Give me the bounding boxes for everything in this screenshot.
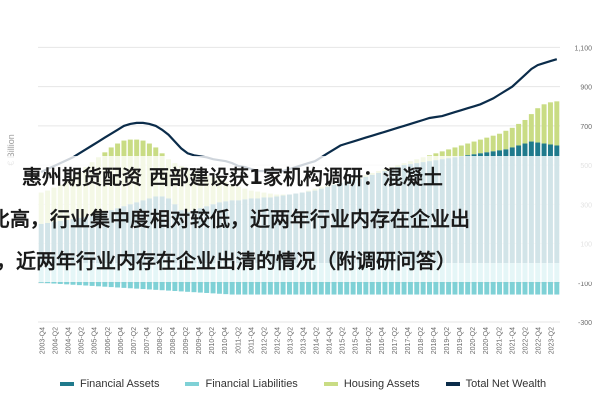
x-tick-label: 2007-Q2 [131,327,138,354]
x-tick-label: 2013-Q2 [287,327,294,354]
bar-housing-assets [528,114,534,142]
headline-line-2: 比高，行业集中度相对较低，近两年行业内存在企业出 [0,198,600,240]
y-tick-label: -100 [578,281,592,288]
x-tick-label: 2012-Q4 [274,327,281,354]
bar-housing-assets [509,127,515,148]
bar-housing-assets [497,133,503,151]
x-tick-label: 2022-Q4 [535,327,542,354]
x-tick-label: 2012-Q2 [261,327,268,354]
bar-housing-assets [446,149,452,159]
legend-item-financial-liabilities: Financial Liabilities [185,378,298,390]
x-tick-label: 2005-Q4 [92,327,99,354]
x-tick-label: 2017-Q4 [405,327,412,354]
x-tick-label: 2021-Q4 [509,327,516,354]
legend-item-financial-assets: Financial Assets [60,378,159,390]
x-tick-label: 2016-Q2 [366,327,373,354]
y-tick-label: -300 [578,320,592,327]
bar-housing-assets [490,135,496,152]
x-tick-label: 2022-Q2 [522,327,529,354]
headline-line-1: 惠州期货配资 西部建设获1家机构调研：混凝土 [0,156,600,198]
x-tick-label: 2016-Q4 [379,327,386,354]
x-tick-label: 2005-Q2 [79,327,86,354]
x-tick-label: 2013-Q4 [301,327,308,354]
x-tick-label: 2017-Q2 [392,327,399,354]
legend-label-total-net-wealth: Total Net Wealth [465,378,547,390]
x-tick-label: 2006-Q4 [118,327,125,354]
x-tick-label: 2011-Q2 [235,327,242,354]
x-tick-label: 2014-Q2 [314,327,321,354]
x-tick-label: 2015-Q4 [353,327,360,354]
legend-swatch-financial-assets [60,382,74,386]
legend-label-financial-liabilities: Financial Liabilities [205,378,298,390]
legend-item-total-net-wealth: Total Net Wealth [445,378,547,390]
x-axis: 2003-Q4 2004-Q2 2004-Q4 2005-Q2 2005-Q4 2006-… [40,327,556,354]
x-tick-label: 2010-Q4 [222,327,229,354]
bar-housing-assets [484,137,490,153]
legend-swatch-financial-liabilities [185,382,200,386]
bar-housing-assets [503,130,509,150]
x-tick-label: 2008-Q4 [170,327,177,354]
bar-housing-assets [458,145,464,157]
bar-housing-assets [535,108,541,143]
x-tick-label: 2008-Q2 [157,327,164,354]
x-tick-label: 2021-Q2 [496,327,503,354]
x-tick-label: 2020-Q4 [483,327,490,354]
x-tick-label: 2004-Q4 [66,327,73,354]
legend-swatch-total-net-wealth [445,382,460,386]
chart-legend: Financial Assets Financial Liabilities H… [60,374,600,394]
x-tick-label: 2009-Q2 [183,327,190,354]
y-tick-label: 900 [580,85,592,92]
x-tick-label: 2018-Q4 [431,327,438,354]
bar-housing-assets [554,101,560,146]
bar-housing-assets [522,119,528,144]
headline-overlay: 惠州期货配资 西部建设获1家机构调研：混凝土 比高，行业集中度相对较低，近两年行… [0,156,600,282]
legend-label-financial-assets: Financial Assets [80,378,160,390]
x-tick-label: 2020-Q2 [470,327,477,354]
legend-swatch-housing-assets [323,382,338,386]
x-tick-label: 2010-Q2 [209,327,216,354]
x-tick-label: 2006-Q2 [105,327,112,354]
bar-housing-assets [547,102,553,145]
x-tick-label: 2015-Q2 [340,327,347,354]
legend-item-housing-assets: Housing Assets [323,378,420,390]
bar-housing-assets [465,143,471,156]
bar-housing-assets [452,147,458,158]
bar-housing-assets [516,123,522,146]
x-tick-label: 2019-Q2 [444,327,451,354]
x-tick-label: 2007-Q4 [144,327,151,354]
x-tick-label: 2011-Q4 [248,327,255,354]
x-tick-label: 2003-Q4 [40,327,47,354]
bar-housing-assets [471,141,477,155]
y-tick-label: 700 [580,124,592,131]
legend-label-housing-assets: Housing Assets [343,378,420,390]
bar-housing-assets [477,139,483,154]
bar-housing-assets [541,104,547,144]
x-tick-label: 2019-Q4 [457,327,464,354]
bar-housing-assets [439,151,445,160]
y-tick-label: 1,100 [574,45,592,52]
x-tick-label: 2009-Q4 [196,327,203,354]
x-tick-label: 2023-Q2 [548,327,555,354]
x-tick-label: 2018-Q2 [418,327,425,354]
x-tick-label: 2014-Q4 [327,327,334,354]
x-tick-label: 2004-Q2 [53,327,60,354]
headline-line-3: ，近两年行业内存在企业出清的情况（附调研问答） [0,240,600,282]
y-axis-label: € Billion [6,134,16,166]
